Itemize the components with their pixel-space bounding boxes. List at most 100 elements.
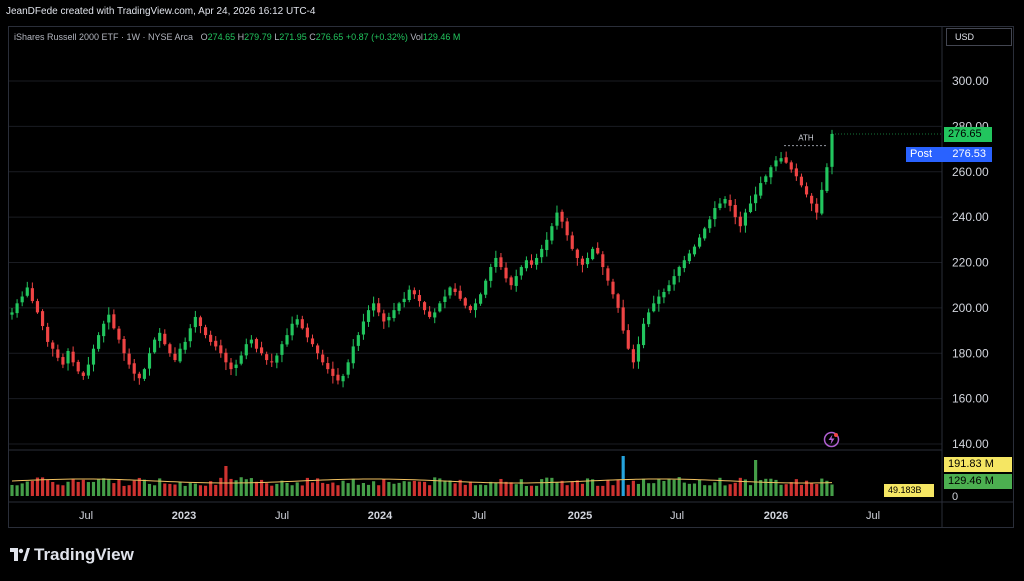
candle-body [326,363,330,370]
candle-body [112,314,116,329]
candle-body [46,326,50,342]
candle-body [514,276,518,286]
candle-body [51,342,55,349]
candle-body [815,203,819,213]
volume-bar [799,484,804,496]
volume-axis-zero: 0 [952,491,958,503]
volume-bar [647,483,651,496]
volume-bar [71,479,75,496]
candle-body [611,281,615,295]
volume-bar [132,480,136,496]
volume-bar [703,485,707,496]
volume-bar [366,484,371,496]
candle-body [316,345,320,354]
chart-panel[interactable] [8,26,1014,528]
candle-body [453,288,457,292]
volume-last-badge: 129.46 M [944,474,1012,489]
candle-body [494,257,498,267]
candle-body [25,287,29,296]
volume-bar [458,479,462,496]
candle-body [81,372,85,376]
candle-body [794,168,798,177]
candle-body [580,258,585,265]
candle-body [478,294,483,304]
candle-body [56,349,60,358]
volume-bar [560,480,564,496]
candle-body [519,267,523,276]
y-tick-label: 200.00 [952,301,989,315]
candle-body [682,260,686,269]
volume-bar [127,485,131,496]
volume-bar [519,479,523,496]
candle-body [774,160,778,167]
volume-bar [203,485,208,496]
candle-body [244,344,248,356]
candle-body [351,346,355,364]
candle-body [402,298,406,303]
candle-body [331,368,335,376]
volume-bar [570,481,574,496]
volume-bar [336,485,340,496]
candle-body [428,311,432,317]
ath-label: ATH [798,134,814,143]
close-label: C [309,32,316,42]
volume-bar [382,479,386,496]
volume-bar [463,484,467,496]
candle-body [122,338,126,354]
x-tick-label: 2024 [368,510,393,522]
candle-body [107,314,111,323]
volume-bar [494,482,498,496]
volume-bar [504,481,508,496]
candle-body [565,221,569,236]
candle-body [61,357,65,365]
candle-body [748,203,753,213]
candle-body [743,212,747,226]
volume-bar [229,478,233,496]
volume-bar [535,485,539,496]
candle-body [305,327,309,338]
candle-body [392,310,396,319]
candle-body [535,257,539,265]
candle-body [127,353,131,365]
candle-body [203,327,208,336]
last-price-badge: 276.65 [944,127,992,142]
open-value: 274.65 [207,32,236,42]
volume-bar [784,484,788,496]
volume-bar [249,478,253,496]
candle-body [662,291,666,298]
flash-icon[interactable] [823,431,840,448]
candle-body [356,335,360,346]
volume-bar [15,485,19,496]
candle-body [652,303,656,312]
candle-body [300,319,304,329]
change-value: +0.87 (+0.32%) [345,32,408,42]
volume-bar [46,479,50,496]
candle-body [545,239,549,251]
volume-bar [10,484,14,496]
volume-bar [407,481,411,496]
y-tick-label: 240.00 [952,210,989,224]
candle-body [407,289,411,301]
volume-group [10,456,834,496]
candle-body [209,334,213,342]
candle-body [810,195,814,204]
volume-bar [173,484,177,496]
volume-bar [168,483,172,496]
volume-bar [611,485,615,496]
y-tick-label: 140.00 [952,437,989,451]
symbol-title[interactable]: iShares Russell 2000 ETF · 1W · NYSE Arc… [14,32,194,42]
candle-body [621,307,625,331]
volume-bar [163,483,167,496]
currency-selector[interactable]: USD [946,28,1012,46]
candle-body [91,348,96,365]
volume-bar [759,480,763,496]
candle-body [463,298,467,306]
candle-body [616,294,620,308]
candle-body [540,248,544,258]
volume-bar [453,483,457,496]
tradingview-logo[interactable]: TradingView [10,545,134,565]
candle-body [336,374,340,381]
volume-bar [677,477,681,496]
candle-body [224,352,228,363]
